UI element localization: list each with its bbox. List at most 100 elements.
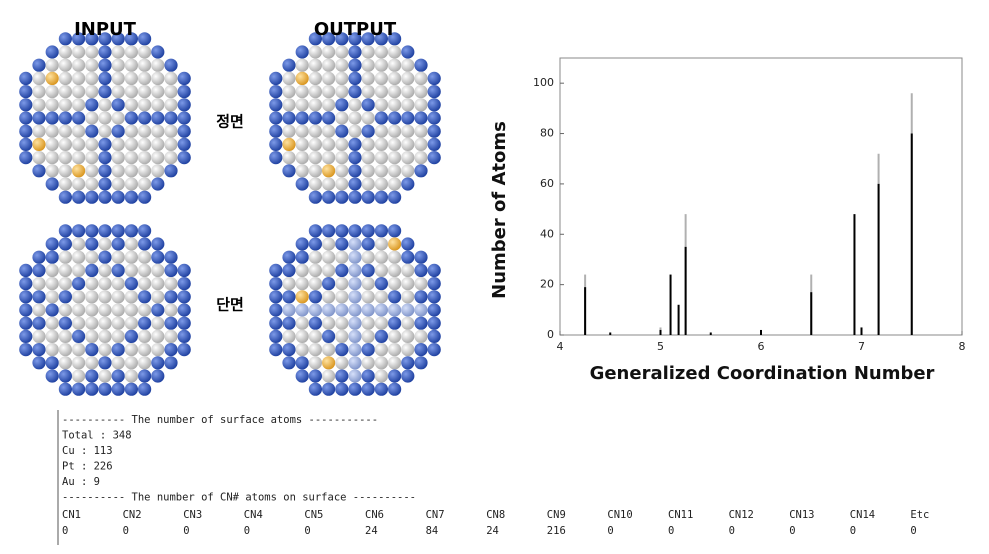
atom (348, 343, 362, 357)
atom (414, 98, 428, 112)
atom (164, 343, 178, 357)
atom (295, 263, 309, 277)
cn-header: Etc (910, 509, 929, 521)
atom (401, 343, 415, 357)
atom (111, 190, 125, 204)
atom (361, 58, 375, 72)
atom (111, 32, 125, 46)
atom (151, 85, 165, 99)
atom (308, 137, 322, 151)
atom (58, 329, 72, 343)
atom (322, 151, 336, 165)
atom (72, 98, 86, 112)
atom (322, 137, 336, 151)
atom (124, 303, 138, 317)
atom (164, 329, 178, 343)
atom (361, 277, 375, 291)
atom (32, 303, 46, 317)
atom (322, 316, 336, 330)
atom (111, 382, 125, 396)
atom (58, 356, 72, 370)
atom (138, 32, 152, 46)
atom (177, 111, 191, 125)
atom (58, 32, 72, 46)
atom (32, 151, 46, 165)
atom (414, 164, 428, 178)
atom (72, 263, 86, 277)
atom (361, 137, 375, 151)
atom (72, 151, 86, 165)
atom (282, 111, 296, 125)
atom (427, 316, 441, 330)
atom (177, 137, 191, 151)
atom (72, 316, 86, 330)
atom (401, 98, 415, 112)
atom (322, 58, 336, 72)
atom (32, 58, 46, 72)
atom (164, 164, 178, 178)
atom (295, 329, 309, 343)
atom (85, 263, 99, 277)
atom (269, 329, 283, 343)
atom (361, 190, 375, 204)
atom (124, 250, 138, 264)
atom (138, 250, 152, 264)
atom (335, 190, 349, 204)
cn-header: CN2 (123, 509, 142, 521)
atom (151, 329, 165, 343)
atom (401, 250, 415, 264)
atom (111, 343, 125, 357)
atom (348, 250, 362, 264)
atom (295, 151, 309, 165)
atom (374, 111, 388, 125)
atom (388, 329, 402, 343)
atom (72, 85, 86, 99)
atom (401, 45, 415, 59)
atom (138, 237, 152, 251)
atom (295, 124, 309, 138)
atom (19, 316, 33, 330)
atom (374, 356, 388, 370)
atom (151, 343, 165, 357)
cn-header: CN5 (304, 509, 323, 521)
atom (45, 98, 59, 112)
atom (151, 58, 165, 72)
atom (388, 190, 402, 204)
atom (45, 343, 59, 357)
atom (111, 58, 125, 72)
atom (348, 329, 362, 343)
atom (335, 290, 349, 304)
atom (124, 32, 138, 46)
atom (401, 111, 415, 125)
atom (401, 356, 415, 370)
atom (151, 250, 165, 264)
atom (19, 85, 33, 99)
atom (72, 356, 86, 370)
atom (361, 151, 375, 165)
atom (322, 111, 336, 125)
atom (335, 343, 349, 357)
atom (374, 263, 388, 277)
atom (322, 85, 336, 99)
atom (388, 290, 402, 304)
atom (85, 382, 99, 396)
atom (374, 137, 388, 151)
atom (111, 329, 125, 343)
atom (111, 85, 125, 99)
atom (427, 263, 441, 277)
atom (322, 369, 336, 383)
atom (164, 250, 178, 264)
atom (85, 71, 99, 85)
atom (138, 190, 152, 204)
atom (138, 263, 152, 277)
section-label: 단면 (216, 296, 244, 314)
atom (177, 263, 191, 277)
atom (335, 277, 349, 291)
atom (269, 263, 283, 277)
atom (151, 369, 165, 383)
console-line: Cu : 113 (62, 445, 113, 457)
atom (72, 111, 86, 125)
atom (401, 71, 415, 85)
atom (177, 98, 191, 112)
